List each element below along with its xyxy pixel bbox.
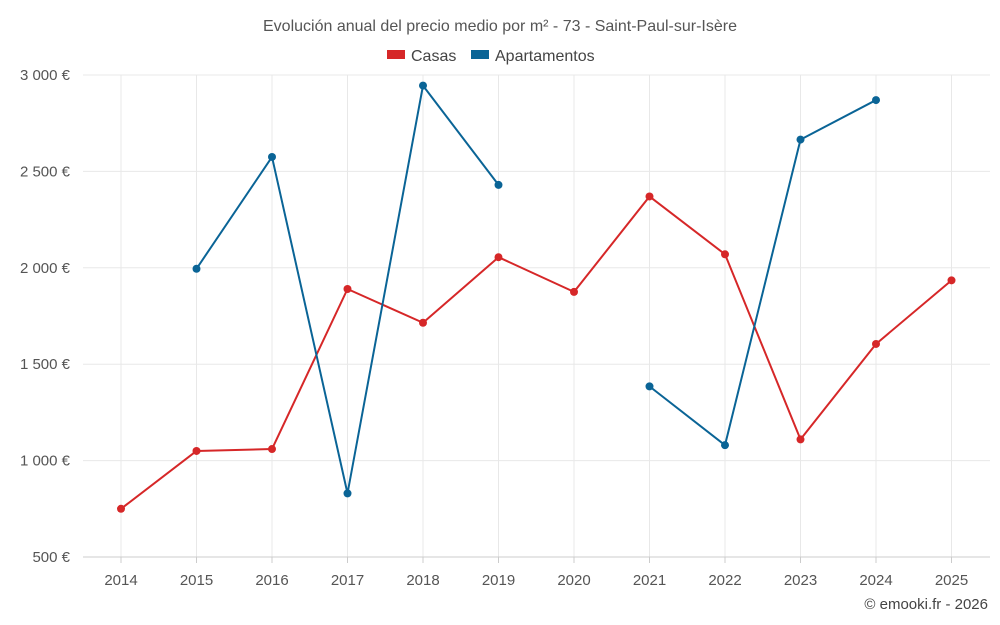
data-point-apartamentos-2018 [419,81,427,90]
data-point-casas-2021 [645,192,654,201]
data-point-apartamentos-2016 [268,152,276,161]
data-point-casas-2016 [268,445,276,454]
data-point-casas-2018 [419,318,427,327]
y-tick-label: 500 € [32,549,70,566]
data-point-apartamentos-2023 [796,135,805,144]
data-point-apartamentos-2022 [721,441,729,450]
data-point-casas-2023 [796,435,805,444]
series [117,81,956,513]
data-point-apartamentos-2015 [192,264,201,273]
data-point-apartamentos-2019 [494,180,503,189]
x-tick-label: 2014 [104,572,137,589]
y-tick-label: 2 500 € [20,163,71,180]
axes: 500 € 1 000 € 1 500 € 2 000 € 2 500 € 3 000 €… [20,67,990,589]
x-tick-label: 2016 [255,572,288,589]
data-point-apartamentos-2021 [645,382,654,391]
x-tick-label: 2023 [784,572,817,589]
gridlines [83,74,990,558]
x-tick-label: 2021 [633,572,666,589]
x-tick-label: 2022 [708,572,741,589]
y-tick-label: 3 000 € [20,67,71,84]
x-tick-label: 2018 [406,572,439,589]
series-casas [117,192,956,513]
data-point-casas-2019 [494,253,503,262]
legend-label-apartamentos: Apartamentos [495,48,595,65]
legend-label-casas: Casas [411,48,456,65]
x-tick-label: 2019 [482,572,515,589]
x-tick-label: 2015 [180,572,213,589]
y-tick-label: 1 000 € [20,453,71,470]
data-point-casas-2025 [947,276,956,285]
series-apartamentos [192,81,880,498]
series-line-apartamentos [648,99,877,447]
chart-title: Evolución anual del precio medio por m² … [263,18,737,35]
data-point-casas-2017 [343,285,352,294]
y-tick-label: 2 000 € [20,260,71,277]
x-tick-label: 2017 [331,572,364,589]
data-point-casas-2020 [570,287,578,296]
data-point-apartamentos-2017 [343,489,352,498]
data-point-casas-2014 [117,504,125,513]
credit-text: © emooki.fr - 2026 [864,596,988,613]
x-tick-label: 2020 [557,572,590,589]
data-point-casas-2024 [872,339,880,348]
legend-swatch-casas [387,50,405,59]
x-tick-label: 2025 [935,572,968,589]
data-point-casas-2022 [721,250,729,259]
series-line-casas [120,195,953,510]
x-tick-label: 2024 [859,572,892,589]
legend: Casas Apartamentos [387,48,595,65]
data-point-apartamentos-2024 [872,96,880,105]
data-point-casas-2015 [192,446,201,455]
legend-swatch-apartamentos [471,50,489,59]
y-tick-label: 1 500 € [20,356,71,373]
